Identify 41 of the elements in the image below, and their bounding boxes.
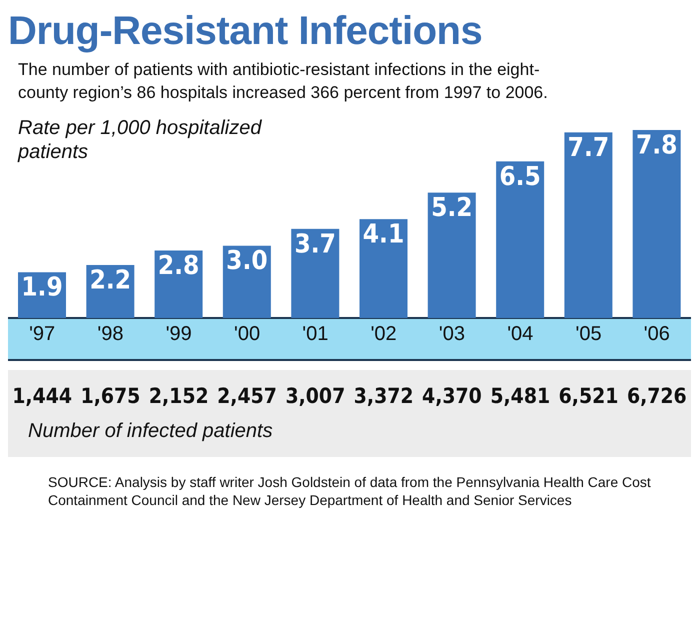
text: 2,152 — [148, 384, 210, 408]
bar — [291, 228, 340, 318]
x-tick-label: '98 — [97, 323, 124, 346]
x-tick-label: '99 — [166, 323, 192, 346]
text: 3,007 — [284, 384, 346, 408]
x-tick-label: '02 — [370, 323, 397, 346]
text: 4,370 — [421, 384, 483, 408]
y-axis-title: Rate per 1,000 hospitalized patients — [18, 116, 263, 164]
data-label: 2.2 — [90, 265, 132, 296]
data-label: 7.8 — [636, 130, 678, 160]
data-label: 3.0 — [226, 246, 268, 276]
bar — [360, 219, 408, 318]
text: 2,457 — [216, 384, 278, 408]
text: 5,481 — [489, 384, 552, 408]
bar — [428, 192, 476, 318]
data-label: 1.9 — [21, 272, 63, 303]
source-note: SOURCE: Analysis by staff writer Josh Goldstein of data from the Pennsylvania Health Care Cost Containment Council and the New Jersey Department of Health and Senior Services — [48, 473, 651, 509]
data-label: 7.7 — [568, 132, 610, 163]
bar — [564, 132, 612, 318]
x-tick-label: '97 — [29, 323, 56, 346]
x-tick-label: '06 — [644, 323, 670, 346]
data-label: 2.8 — [158, 250, 200, 281]
text: 3,372 — [352, 384, 415, 408]
data-label: 4.1 — [362, 220, 404, 250]
x-tick-label: '03 — [438, 323, 465, 346]
text: Number of infected patients — [28, 420, 274, 443]
chart-subtitle: The number of patients with antibiotic-resistant infections in the eight-county region’s 86 hospitals increased 366 percent from 1997 to 2006. — [18, 59, 549, 104]
x-tick-label: '00 — [234, 323, 260, 346]
data-label: 6.5 — [499, 162, 541, 192]
text: 1,444 — [11, 384, 74, 408]
data-label: 5.2 — [431, 193, 473, 224]
x-tick-label: '05 — [576, 323, 602, 346]
text: 6,726 — [626, 384, 688, 408]
chart-title: Drug-Resistant Infections — [8, 8, 484, 54]
data-label: 3.7 — [294, 229, 336, 260]
x-tick-label: '04 — [507, 323, 534, 346]
text: 1,675 — [80, 384, 142, 408]
bar — [632, 130, 681, 318]
text: 6,521 — [558, 384, 620, 408]
x-tick-label: '01 — [302, 323, 328, 346]
bar — [496, 161, 544, 318]
